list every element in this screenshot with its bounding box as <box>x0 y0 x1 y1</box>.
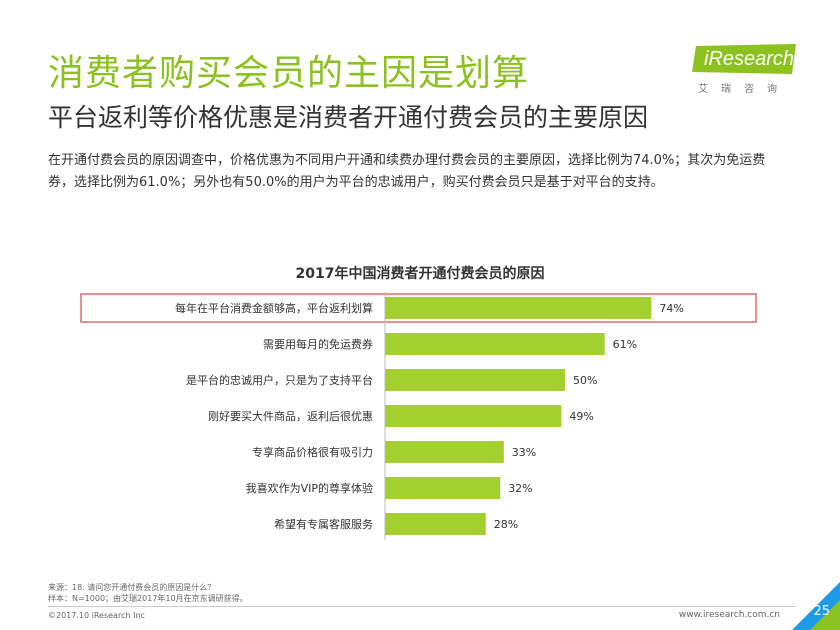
category-label: 是平台的忠诚用户，只是为了支持平台 <box>186 373 373 387</box>
footer-source: 来源：18. 请问您开通付费会员的原因是什么？ <box>48 583 216 592</box>
bar <box>385 297 652 319</box>
page-number: 25 <box>813 604 830 619</box>
bar <box>385 513 486 535</box>
bar <box>385 441 504 463</box>
logo-text: iResearch <box>704 48 795 70</box>
bar <box>385 477 501 499</box>
category-label: 刚好要买大件商品，返利后很优惠 <box>208 409 373 423</box>
bar-value-label: 50% <box>573 374 597 387</box>
category-label: 我喜欢作为VIP的尊享体验 <box>246 481 373 495</box>
bar <box>385 405 562 427</box>
category-label: 希望有专属客服服务 <box>274 517 373 531</box>
page-title: 消费者购买会员的主因是划算 <box>48 53 530 94</box>
page-description: 在开通付费会员的原因调查中，价格优惠为不同用户开通和续费办理付费会员的主要原因，… <box>48 153 766 190</box>
bar <box>385 369 565 391</box>
bar <box>385 333 605 355</box>
iresearch-logo: iResearch 艾瑞咨询 <box>692 44 802 96</box>
bar-value-label: 33% <box>512 446 536 459</box>
bar-value-label: 74% <box>659 302 683 315</box>
page-corner-triangle <box>792 582 840 630</box>
logo-banner-shape <box>692 44 796 74</box>
reasons-bar-chart: 2017年中国消费者开通付费会员的原因 每年在平台消费金额够高，平台返利划算 74… <box>80 265 757 540</box>
chart-title: 2017年中国消费者开通付费会员的原因 <box>296 265 545 282</box>
footer-copyright: ©2017.10 iResearch Inc <box>48 611 145 620</box>
page-subtitle: 平台返利等价格优惠是消费者开通付费会员的主要原因 <box>48 103 649 132</box>
footer-sample: 样本：N=1000；由艾瑞2017年10月在京东调研获得。 <box>48 594 248 603</box>
footer-divider <box>48 606 796 607</box>
footer-url[interactable]: www.iresearch.com.cn <box>678 610 780 620</box>
highlight-box <box>80 293 757 323</box>
category-label: 每年在平台消费金额够高，平台返利划算 <box>175 301 373 315</box>
category-label: 需要用每月的免运费券 <box>263 337 373 351</box>
bar-value-label: 32% <box>508 482 532 495</box>
bar-value-label: 28% <box>494 518 518 531</box>
logo-subtitle: 艾瑞咨询 <box>698 84 790 95</box>
bar-value-label: 49% <box>569 410 593 423</box>
category-label: 专享商品价格很有吸引力 <box>252 445 373 459</box>
bar-value-label: 61% <box>613 338 637 351</box>
